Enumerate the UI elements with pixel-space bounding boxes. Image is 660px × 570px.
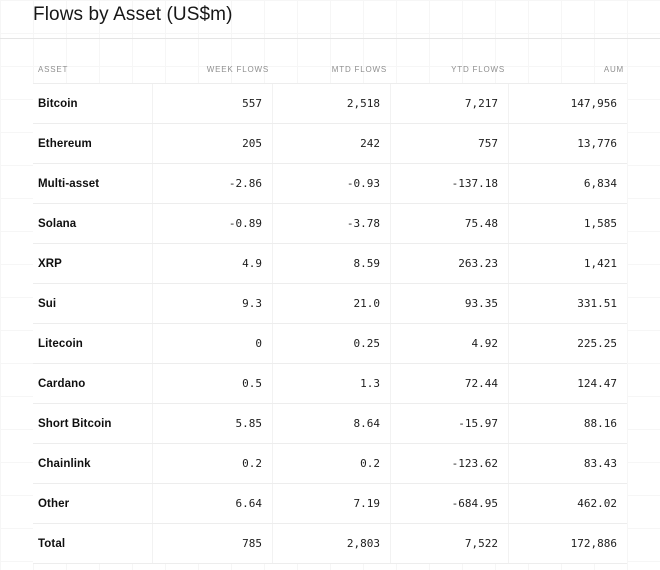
asset-name-cell: Total: [38, 537, 66, 550]
mtd-flows-cell: -3.78: [272, 204, 390, 243]
week-flows-cell: 557: [152, 84, 272, 123]
aum-cell: 172,886: [508, 524, 627, 563]
flows-by-asset-table: ASSET WEEK FLOWS MTD FLOWS YTD FLOWS AUM…: [33, 39, 627, 564]
table-row-total: Total 785 2,803 7,522 172,886: [33, 524, 627, 564]
asset-name-cell: Solana: [38, 217, 77, 230]
mtd-flows-cell: 1.3: [272, 364, 390, 403]
week-flows-cell: 0.2: [152, 444, 272, 483]
table-row: Other 6.64 7.19 -684.95 462.02: [33, 484, 627, 524]
page-title: Flows by Asset (US$m): [33, 4, 233, 25]
table-row: Chainlink 0.2 0.2 -123.62 83.43: [33, 444, 627, 484]
ytd-flows-cell: -15.97: [390, 404, 508, 443]
mtd-flows-cell: 0.2: [272, 444, 390, 483]
column-header-aum: AUM: [603, 65, 624, 74]
mtd-flows-cell: 8.59: [272, 244, 390, 283]
asset-name-cell: Ethereum: [38, 137, 92, 150]
table-row: Ethereum 205 242 757 13,776: [33, 124, 627, 164]
week-flows-cell: 0.5: [152, 364, 272, 403]
ytd-flows-cell: 7,217: [390, 84, 508, 123]
week-flows-cell: 785: [152, 524, 272, 563]
asset-name-cell: Chainlink: [38, 457, 91, 470]
mtd-flows-cell: -0.93: [272, 164, 390, 203]
ytd-flows-cell: -137.18: [390, 164, 508, 203]
mtd-flows-cell: 0.25: [272, 324, 390, 363]
aum-cell: 6,834: [508, 164, 627, 203]
aum-cell: 13,776: [508, 124, 627, 163]
mtd-flows-cell: 8.64: [272, 404, 390, 443]
aum-cell: 331.51: [508, 284, 627, 323]
table-row: Solana -0.89 -3.78 75.48 1,585: [33, 204, 627, 244]
table-header-row: ASSET WEEK FLOWS MTD FLOWS YTD FLOWS AUM: [33, 39, 627, 83]
ytd-flows-cell: 72.44: [390, 364, 508, 403]
ytd-flows-cell: -123.62: [390, 444, 508, 483]
ytd-flows-cell: 75.48: [390, 204, 508, 243]
table-row: Litecoin 0 0.25 4.92 225.25: [33, 324, 627, 364]
table-row: XRP 4.9 8.59 263.23 1,421: [33, 244, 627, 284]
asset-name-cell: Multi-asset: [38, 177, 100, 190]
column-header-ytd-flows: YTD FLOWS: [451, 65, 505, 74]
ytd-flows-cell: 757: [390, 124, 508, 163]
column-header-asset: ASSET: [38, 65, 69, 74]
table-row: Cardano 0.5 1.3 72.44 124.47: [33, 364, 627, 404]
aum-cell: 1,585: [508, 204, 627, 243]
week-flows-cell: 5.85: [152, 404, 272, 443]
mtd-flows-cell: 21.0: [272, 284, 390, 323]
table-row: Multi-asset -2.86 -0.93 -137.18 6,834: [33, 164, 627, 204]
asset-name-cell: XRP: [38, 257, 62, 270]
table-row: Sui 9.3 21.0 93.35 331.51: [33, 284, 627, 324]
aum-cell: 1,421: [508, 244, 627, 283]
mtd-flows-cell: 7.19: [272, 484, 390, 523]
week-flows-cell: 6.64: [152, 484, 272, 523]
aum-cell: 147,956: [508, 84, 627, 123]
mtd-flows-cell: 242: [272, 124, 390, 163]
aum-cell: 225.25: [508, 324, 627, 363]
week-flows-cell: 205: [152, 124, 272, 163]
table-row: Short Bitcoin 5.85 8.64 -15.97 88.16: [33, 404, 627, 444]
ytd-flows-cell: 7,522: [390, 524, 508, 563]
table-row: Bitcoin 557 2,518 7,217 147,956: [33, 84, 627, 124]
asset-name-cell: Short Bitcoin: [38, 417, 112, 430]
week-flows-cell: 9.3: [152, 284, 272, 323]
asset-name-cell: Other: [38, 497, 70, 510]
mtd-flows-cell: 2,518: [272, 84, 390, 123]
aum-cell: 88.16: [508, 404, 627, 443]
ytd-flows-cell: -684.95: [390, 484, 508, 523]
week-flows-cell: -2.86: [152, 164, 272, 203]
ytd-flows-cell: 93.35: [390, 284, 508, 323]
week-flows-cell: -0.89: [152, 204, 272, 243]
table-body: Bitcoin 557 2,518 7,217 147,956 Ethereum…: [33, 83, 627, 564]
asset-name-cell: Bitcoin: [38, 97, 78, 110]
aum-cell: 124.47: [508, 364, 627, 403]
week-flows-cell: 4.9: [152, 244, 272, 283]
asset-name-cell: Sui: [38, 297, 57, 310]
ytd-flows-cell: 4.92: [390, 324, 508, 363]
aum-cell: 83.43: [508, 444, 627, 483]
column-header-week-flows: WEEK FLOWS: [206, 65, 269, 74]
week-flows-cell: 0: [152, 324, 272, 363]
mtd-flows-cell: 2,803: [272, 524, 390, 563]
ytd-flows-cell: 263.23: [390, 244, 508, 283]
asset-name-cell: Litecoin: [38, 337, 83, 350]
asset-name-cell: Cardano: [38, 377, 86, 390]
aum-cell: 462.02: [508, 484, 627, 523]
column-header-mtd-flows: MTD FLOWS: [331, 65, 387, 74]
title-divider: [0, 38, 660, 39]
